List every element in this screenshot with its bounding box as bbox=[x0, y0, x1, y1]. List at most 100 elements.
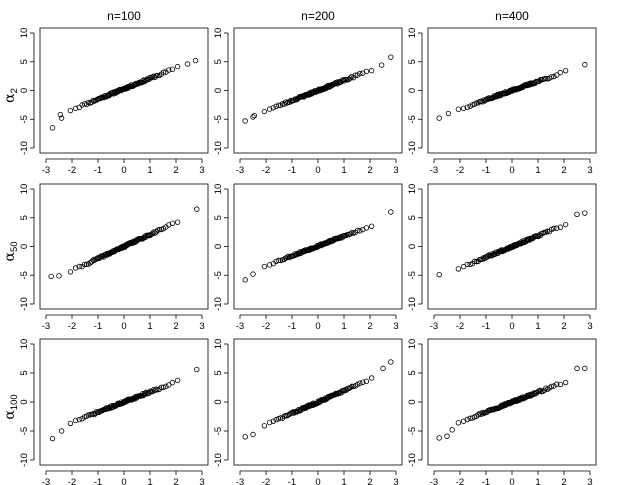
data-point bbox=[266, 419, 273, 426]
x-tick-label: 2 bbox=[367, 165, 372, 176]
data-point bbox=[449, 427, 455, 433]
data-point bbox=[49, 125, 56, 131]
x-tick-label: 0 bbox=[121, 477, 126, 485]
data-point bbox=[562, 221, 569, 228]
data-point bbox=[163, 383, 169, 390]
data-point bbox=[174, 63, 181, 70]
data-point bbox=[554, 225, 560, 231]
x-tick-label: 0 bbox=[509, 477, 514, 485]
data-point bbox=[347, 75, 354, 81]
x-tick-label: 2 bbox=[173, 477, 178, 485]
x-tick-label: 3 bbox=[199, 477, 204, 485]
x-tick-label: -2 bbox=[262, 477, 270, 485]
y-tick-label: 5 bbox=[407, 370, 418, 375]
column-title: n=400 bbox=[495, 9, 529, 23]
data-point bbox=[250, 431, 256, 438]
y-tick-label: 0 bbox=[213, 244, 224, 249]
data-point bbox=[48, 273, 54, 280]
data-point bbox=[491, 93, 497, 99]
x-tick-label: 3 bbox=[587, 477, 592, 485]
y-tick-label: -10 bbox=[407, 453, 418, 467]
column-title: n=100 bbox=[107, 9, 141, 23]
data-point bbox=[548, 383, 555, 390]
x-tick-label: -1 bbox=[482, 165, 490, 176]
plot-frame bbox=[233, 27, 403, 154]
row-label: α50 bbox=[2, 241, 20, 261]
data-point bbox=[194, 206, 200, 212]
y-tick-label: 10 bbox=[407, 28, 418, 39]
data-point bbox=[551, 383, 557, 389]
data-point bbox=[537, 387, 544, 394]
data-point bbox=[67, 420, 74, 427]
x-tick-label: -1 bbox=[482, 321, 490, 332]
x-tick-label: 3 bbox=[393, 165, 398, 176]
data-point bbox=[304, 247, 310, 254]
x-tick-label: -3 bbox=[430, 165, 438, 176]
data-point bbox=[464, 104, 470, 110]
data-point bbox=[49, 435, 56, 442]
plot-frame bbox=[39, 27, 209, 154]
data-point bbox=[261, 263, 268, 270]
data-point bbox=[169, 220, 176, 227]
y-tick-label: -10 bbox=[407, 297, 418, 311]
data-point bbox=[554, 381, 560, 387]
y-tick-label: -10 bbox=[213, 141, 224, 155]
x-tick-label: -3 bbox=[236, 477, 244, 485]
x-tick-label: 3 bbox=[587, 165, 592, 176]
data-point bbox=[275, 257, 282, 264]
y-tick-label: 0 bbox=[19, 399, 30, 404]
data-point bbox=[455, 266, 462, 272]
y-tick-label: -5 bbox=[19, 271, 30, 279]
data-point bbox=[476, 410, 483, 417]
x-tick-label: -3 bbox=[430, 321, 438, 332]
data-point bbox=[485, 253, 491, 259]
x-tick-label: -2 bbox=[68, 477, 76, 485]
data-point bbox=[562, 379, 569, 386]
x-tick-label: 0 bbox=[121, 321, 126, 332]
data-point bbox=[132, 81, 138, 88]
data-point bbox=[87, 260, 93, 266]
y-tick-label: 10 bbox=[213, 339, 224, 350]
data-point bbox=[473, 413, 480, 419]
data-point bbox=[582, 61, 588, 68]
x-tick-label: 0 bbox=[315, 321, 320, 332]
y-tick-label: 0 bbox=[19, 88, 30, 93]
x-tick-label: 3 bbox=[393, 321, 398, 332]
x-tick-label: 3 bbox=[199, 165, 204, 176]
data-point bbox=[174, 377, 181, 384]
x-tick-label: -1 bbox=[94, 165, 102, 176]
data-point bbox=[160, 69, 167, 75]
row-label-subscript: 50 bbox=[9, 241, 20, 252]
data-point bbox=[548, 226, 555, 233]
data-point bbox=[554, 72, 560, 78]
row-label-text: α2 bbox=[2, 88, 20, 103]
data-point bbox=[548, 74, 555, 80]
data-point bbox=[76, 416, 82, 423]
x-tick-label: 3 bbox=[199, 321, 204, 332]
data-point bbox=[72, 417, 79, 424]
data-point bbox=[582, 365, 588, 372]
data-point bbox=[557, 381, 564, 388]
row-label-subscript: 2 bbox=[9, 88, 20, 93]
data-point bbox=[109, 90, 115, 96]
data-point bbox=[334, 391, 341, 397]
data-point bbox=[250, 114, 256, 120]
x-tick-label: -3 bbox=[42, 321, 50, 332]
data-point bbox=[270, 105, 276, 111]
data-point bbox=[368, 223, 375, 229]
data-point bbox=[94, 256, 100, 262]
data-point bbox=[388, 54, 394, 60]
data-point bbox=[152, 230, 158, 236]
data-point bbox=[475, 412, 481, 418]
data-point bbox=[582, 210, 588, 216]
x-tick-label: 0 bbox=[509, 165, 514, 176]
data-point bbox=[56, 273, 62, 279]
x-tick-label: -1 bbox=[288, 165, 296, 176]
data-point bbox=[467, 261, 473, 268]
data-point bbox=[363, 68, 370, 75]
row-label-symbol: α bbox=[2, 410, 18, 420]
data-point bbox=[284, 100, 290, 106]
x-tick-label: 2 bbox=[561, 477, 566, 485]
y-tick-label: 10 bbox=[213, 184, 224, 195]
